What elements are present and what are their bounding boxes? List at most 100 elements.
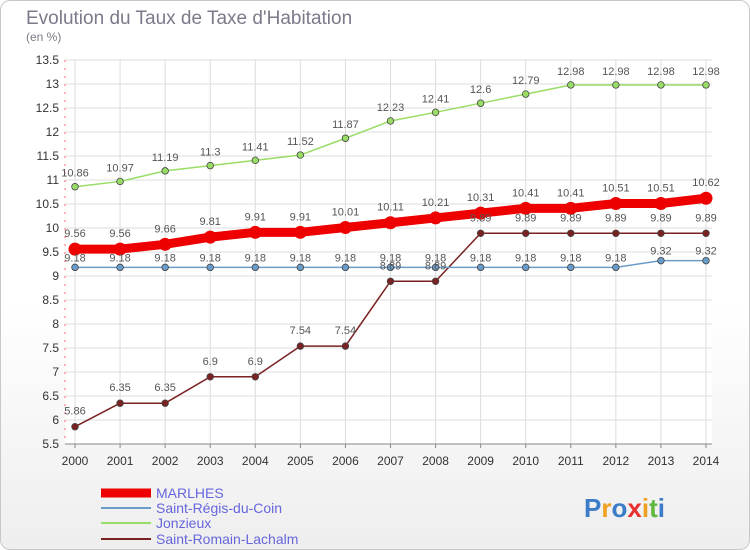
data-label: 5.86 <box>64 406 85 418</box>
data-point <box>68 242 82 256</box>
data-label: 10.97 <box>106 162 134 174</box>
data-label: 10.11 <box>377 202 404 214</box>
data-point <box>341 263 350 272</box>
data-label: 10.86 <box>61 168 89 180</box>
data-point <box>206 373 214 381</box>
data-label: 11.87 <box>332 119 359 131</box>
data-labels: 9.56 9.56 9.66 9.81 9.91 9.91 10.01 10.11 10.21 1… <box>61 66 720 418</box>
data-label: 9.32 <box>650 246 671 258</box>
data-label: 12.98 <box>557 66 585 78</box>
y-tick-label: 11.5 <box>37 149 60 163</box>
data-label: 9.89 <box>560 212 581 224</box>
data-label: 9.89 <box>695 212 716 224</box>
data-point <box>522 263 530 272</box>
data-point <box>612 81 620 89</box>
data-point <box>116 263 124 272</box>
data-label: 9.18 <box>560 252 581 264</box>
x-tick-label: 2001 <box>107 454 134 468</box>
y-tick-label: 13 <box>46 77 60 91</box>
x-tick-label: 2003 <box>197 454 224 468</box>
data-point <box>206 161 214 170</box>
data-label: 12.98 <box>602 66 630 78</box>
y-tick-label: 8.5 <box>42 293 59 307</box>
data-point <box>567 81 575 89</box>
data-label: 9.32 <box>695 246 716 258</box>
y-tick-label: 7 <box>52 365 59 379</box>
data-point <box>612 229 620 237</box>
data-label: 12.98 <box>692 66 720 78</box>
chart-title: Evolution du Taux de Taxe d'Habitation <box>26 8 352 29</box>
data-label: 10.01 <box>332 207 360 219</box>
x-tick-label: 2014 <box>693 454 720 468</box>
data-label: 9.18 <box>154 252 175 264</box>
data-label: 10.62 <box>692 177 720 189</box>
data-point <box>248 225 262 239</box>
data-label: 6.9 <box>203 356 218 368</box>
data-label: 7.54 <box>290 325 311 337</box>
data-point <box>116 177 124 186</box>
data-label: 11.19 <box>152 152 179 164</box>
data-point <box>431 263 440 272</box>
data-label: 12.98 <box>647 66 675 78</box>
x-tick-label: 2005 <box>287 454 314 468</box>
x-tick-label: 2000 <box>62 454 89 468</box>
data-point <box>296 263 305 272</box>
data-label: 9.18 <box>425 252 446 264</box>
data-label: 7.54 <box>335 325 356 337</box>
x-tick-label: 2013 <box>648 454 675 468</box>
x-tick-label: 2008 <box>422 454 449 468</box>
data-point <box>386 117 395 125</box>
data-label: 9.18 <box>605 252 626 264</box>
data-label: 10.21 <box>422 197 450 209</box>
x-tick-label: 2010 <box>512 454 539 468</box>
data-point <box>113 242 127 256</box>
data-label: 11.3 <box>200 147 221 159</box>
x-tick-label: 2011 <box>558 454 584 468</box>
data-label: 9.56 <box>109 228 130 240</box>
logo-letter: i <box>658 493 665 523</box>
x-tick-label: 2009 <box>467 454 494 468</box>
data-point <box>384 216 397 230</box>
logo-letter: o <box>611 493 627 523</box>
data-point <box>251 263 259 272</box>
data-point <box>116 399 124 407</box>
axes: 5.5 6 6.5 7 7.5 8 8.5 9 9.5 10 10.5 11 11.5 12 12.5 13 1… <box>36 53 720 468</box>
y-tick-label: 13.5 <box>36 53 60 67</box>
data-point <box>203 230 217 244</box>
data-point <box>567 229 575 237</box>
data-point <box>206 263 214 272</box>
data-label: 10.41 <box>557 187 585 199</box>
data-point <box>657 229 665 237</box>
data-label: 8.89 <box>380 260 401 272</box>
y-tick-label: 12.5 <box>36 101 60 115</box>
data-label: 9.18 <box>515 252 536 264</box>
data-point <box>386 263 395 272</box>
data-point <box>612 263 620 272</box>
data-point <box>564 201 578 215</box>
data-point <box>296 151 305 159</box>
data-point <box>702 81 710 89</box>
x-tick-label: 2007 <box>377 454 404 468</box>
data-point <box>71 183 79 191</box>
data-point <box>161 167 169 175</box>
data-label: 9.89 <box>650 212 671 224</box>
data-label: 9.18 <box>109 252 130 264</box>
y-tick-label: 11 <box>47 173 60 187</box>
data-point <box>251 156 259 165</box>
data-label: 9.18 <box>64 252 85 264</box>
series-layer <box>68 81 713 431</box>
x-tick-label: 2002 <box>152 454 179 468</box>
data-label: 10.41 <box>512 187 540 199</box>
data-point <box>338 221 352 235</box>
data-label: 9.18 <box>335 252 356 264</box>
data-point <box>429 211 443 225</box>
logo-letter: P <box>584 493 601 523</box>
y-tick-label: 10 <box>46 221 60 235</box>
data-label: 9.66 <box>154 223 175 235</box>
proxiti-logo: Proxiti <box>584 493 665 523</box>
data-label: 9.91 <box>245 211 266 223</box>
data-point <box>341 134 350 142</box>
data-label: 9.89 <box>515 212 536 224</box>
data-point <box>431 108 440 117</box>
data-point <box>702 256 710 265</box>
